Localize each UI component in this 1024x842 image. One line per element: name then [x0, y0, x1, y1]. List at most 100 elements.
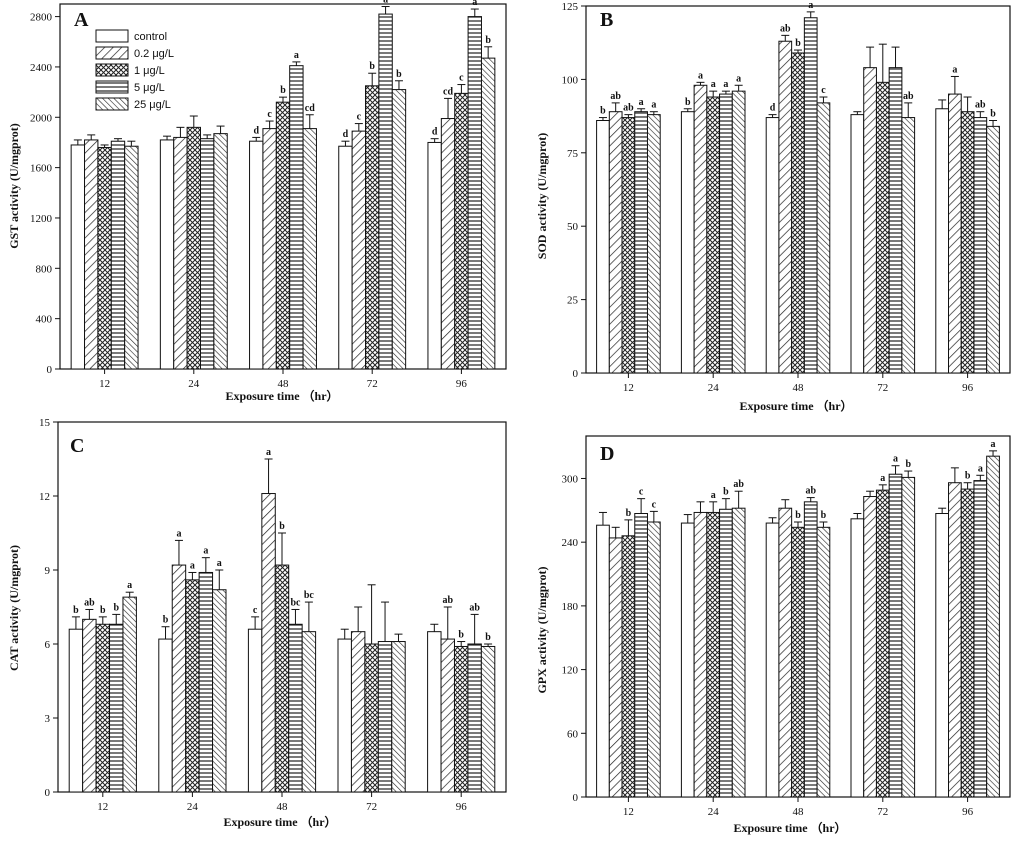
panel-b-significance-label: ab [780, 23, 791, 34]
panel-d-significance-label: ab [805, 486, 816, 497]
panel-d-y-tick-label: 60 [567, 728, 579, 740]
panel-c-bar [440, 638, 455, 793]
panel-b-significance-label: d [770, 103, 776, 114]
panel-a-bar [302, 128, 317, 370]
panel-c-significance-label: ab [442, 595, 453, 606]
panel-b-x-tick-label: 12 [623, 382, 634, 394]
panel-d-significance-label: a [711, 490, 716, 501]
panel-b-bar [731, 90, 746, 374]
panel-a-bar [365, 85, 380, 370]
panel-d-y-axis-title: GPX activity (U/mgprot) [535, 566, 549, 693]
panel-d-x-tick-label: 96 [962, 806, 974, 818]
panel-c-x-tick-label: 96 [456, 801, 468, 813]
panel-a-significance-label: d [343, 129, 349, 140]
panel-c-bar [82, 618, 97, 793]
panel-d-significance-label: c [652, 499, 657, 510]
panel-a-bar [391, 89, 407, 370]
panel-d-significance-label: a [893, 454, 898, 465]
panel-a-bar [378, 13, 393, 370]
panel-a-significance-label: b [369, 61, 375, 72]
panel-c-bar [185, 579, 200, 793]
legend-swatch-0-2 [95, 46, 129, 60]
panel-a-bar [427, 141, 442, 370]
panel-b-significance-label: ab [903, 91, 914, 102]
panel-c-bar [212, 589, 227, 793]
panel-d-x-tick-label: 12 [623, 806, 634, 818]
panel-c-bar [198, 571, 214, 793]
panel-c-y-tick-label: 9 [45, 565, 51, 577]
panel-a-bar [159, 139, 175, 370]
panel-c-bar [364, 643, 379, 793]
panel-b-bar [803, 17, 818, 374]
panel-b-bar [765, 117, 780, 374]
panel-d-bar [791, 526, 805, 798]
panel-b-y-tick-label: 0 [573, 368, 579, 380]
panel-b-bar [973, 117, 988, 374]
panel-b-bar [960, 111, 975, 374]
panel-d-y-tick-label: 300 [562, 473, 579, 485]
legend-swatch-control [95, 29, 129, 43]
panel-b-x-tick-label: 96 [962, 382, 974, 394]
panel-b-y-tick-label: 25 [567, 295, 579, 307]
panel-a-bar [275, 101, 291, 370]
panel-a-x-tick-label: 12 [99, 378, 110, 390]
panel-a-bar [480, 57, 496, 370]
panel-c-significance-label: bc [290, 597, 301, 608]
panel-c-y-tick-label: 15 [39, 417, 51, 429]
panel-c-bar [288, 623, 303, 793]
panel-b-bar [791, 52, 805, 374]
panel-d-significance-label: a [991, 439, 996, 450]
panel-a-significance-label: cd [305, 103, 315, 114]
panel-d-bar [731, 507, 746, 798]
panel-d-x-tick-label: 72 [877, 806, 888, 818]
panel-a-x-tick-label: 96 [456, 378, 468, 390]
panel-d-y-tick-label: 0 [573, 792, 579, 804]
panel-c-bar [391, 641, 406, 793]
panel-c-x-tick-label: 24 [187, 801, 199, 813]
panel-b-significance-label: a [808, 0, 813, 11]
panel-c-y-tick-label: 12 [39, 491, 50, 503]
panel-b-significance-label: b [990, 109, 996, 120]
panel-b-significance-label: b [685, 97, 691, 108]
panel-b-y-tick-label: 100 [562, 74, 579, 86]
panel-c-bar [350, 631, 366, 793]
panel-c-y-tick-label: 0 [45, 787, 51, 799]
panel-d-y-tick-label: 240 [562, 537, 579, 549]
panel-b-bar [816, 102, 831, 374]
panel-c-significance-label: b [485, 632, 491, 643]
panel-d-bar [680, 522, 695, 798]
panel-d-bar [875, 489, 890, 798]
panel-d-significance-label: b [905, 459, 911, 470]
panel-a-significance-label: a [294, 50, 299, 61]
panel-a-y-tick-label: 800 [36, 263, 53, 275]
panel-b-significance-label: a [723, 79, 728, 90]
panel-c-bar [427, 631, 442, 793]
panel-b-letter: B [600, 9, 613, 31]
panel-c-significance-label: b [100, 605, 106, 616]
panel-b-bar [596, 120, 610, 374]
panel-a-y-tick-label: 2000 [30, 112, 53, 124]
panel-a-bar [173, 136, 188, 370]
panel-b-y-tick-label: 125 [562, 1, 579, 13]
panel-a-letter: A [74, 9, 89, 31]
panel-a-significance-label: d [432, 127, 438, 138]
panel-d-significance-label: a [880, 473, 885, 484]
panel-a-bar [84, 139, 99, 370]
panel-c-significance-label: ab [469, 602, 480, 613]
panel-d-significance-label: a [978, 463, 983, 474]
panel-a-y-tick-label: 1200 [30, 213, 53, 225]
panel-c-bar [109, 623, 124, 793]
panel-b-bar [680, 111, 695, 374]
panel-a-bar [289, 65, 304, 370]
panel-c-bar [377, 641, 393, 793]
panel-c-significance-label: b [113, 602, 119, 613]
panel-c-bar [301, 631, 317, 793]
panel-b-significance-label: ab [975, 100, 986, 111]
panel-a-bar [213, 133, 228, 370]
panel-d-bar [634, 513, 648, 798]
